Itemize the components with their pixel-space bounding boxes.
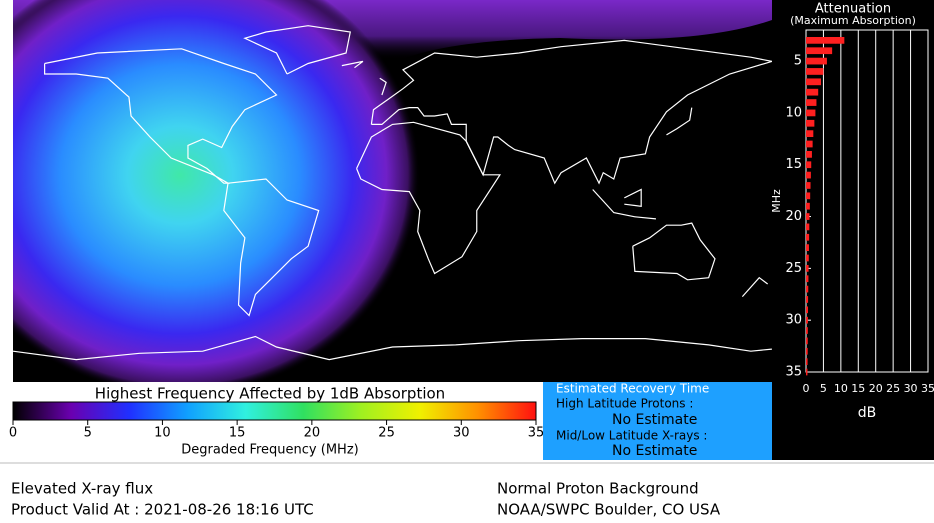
bar <box>806 306 809 314</box>
x-tick-label: 0 <box>803 382 810 395</box>
attenuation-panel <box>772 0 934 460</box>
bar <box>806 233 810 241</box>
bar <box>806 140 813 148</box>
x-tick-label: 30 <box>904 382 918 395</box>
coastline <box>666 107 693 136</box>
bar <box>806 150 812 158</box>
colorbar-tick-label: 25 <box>378 426 395 441</box>
colorbar-tick-label: 15 <box>229 426 246 441</box>
y-axis-label: MHz <box>770 189 783 213</box>
x-axis-label: dB <box>858 405 877 421</box>
recovery-high-value: No Estimate <box>612 412 697 428</box>
bar <box>806 78 821 86</box>
coastline <box>592 189 656 220</box>
y-tick-label: 20 <box>785 209 802 224</box>
bar <box>806 296 809 303</box>
recovery-low-value: No Estimate <box>612 443 697 459</box>
recovery-high-label: High Latitude Protons : <box>556 397 693 411</box>
x-tick-label: 15 <box>851 382 865 395</box>
bar <box>806 182 811 189</box>
colorbar-tick-label: 10 <box>154 426 171 441</box>
bar <box>806 119 815 127</box>
colorbar-tick-label: 35 <box>528 426 545 441</box>
bar <box>806 161 812 169</box>
footer-source: NOAA/SWPC Boulder, CO USA <box>497 501 721 519</box>
bar <box>806 57 827 65</box>
x-tick-label: 20 <box>869 382 883 395</box>
bar <box>806 254 809 262</box>
bar <box>806 316 808 324</box>
bar <box>806 202 810 210</box>
colorbar <box>12 401 537 421</box>
coastline <box>356 121 502 275</box>
colorbar-axis: 0 5 10 15 20 25 30 35 <box>9 420 544 441</box>
bar <box>806 68 824 75</box>
y-tick-label: 10 <box>785 105 802 120</box>
bar <box>806 337 808 345</box>
colorbar-title: Highest Frequency Affected by 1dB Absorp… <box>95 385 445 403</box>
coastline <box>243 25 351 75</box>
coastline <box>13 335 772 361</box>
coastline <box>379 77 387 96</box>
chart-subtitle: (Maximum Absorption) <box>790 14 916 27</box>
bar <box>806 171 811 179</box>
footer-status: Elevated X-ray flux <box>11 480 153 498</box>
bar <box>806 285 809 293</box>
bar <box>806 223 810 231</box>
bar <box>806 130 814 138</box>
x-tick-label: 35 <box>921 382 934 395</box>
bar <box>806 192 811 200</box>
bar <box>806 213 810 220</box>
chart-title: Attenuation <box>815 2 891 17</box>
coastline <box>44 48 278 184</box>
x-tick-label: 25 <box>886 382 900 395</box>
y-tick-label: 30 <box>785 313 802 328</box>
y-tick-label: 15 <box>785 157 802 172</box>
x-tick-label: 10 <box>834 382 848 395</box>
coastline <box>341 60 364 69</box>
bar <box>806 244 809 252</box>
attenuation-chart: Attenuation(Maximum Absorption)0 5 10 15 20 2… <box>770 2 934 422</box>
bar <box>806 264 809 272</box>
dayside-absorption <box>13 0 435 382</box>
bar <box>806 88 819 96</box>
bar <box>806 368 808 376</box>
y-tick-label: 5 <box>794 54 802 69</box>
footer-valid-time: Product Valid At : 2021-08-26 18:16 UTC <box>11 501 314 519</box>
footer-proton: Normal Proton Background <box>497 480 699 498</box>
recovery-box <box>543 382 772 460</box>
coastline <box>624 188 642 207</box>
bar <box>806 358 808 366</box>
bar <box>806 47 833 55</box>
bar <box>806 275 809 283</box>
y-tick-label: 25 <box>785 261 802 276</box>
bar <box>806 36 845 44</box>
coastlines <box>13 25 772 361</box>
x-tick-label: 5 <box>820 382 827 395</box>
bar <box>806 99 817 106</box>
bar <box>806 109 816 117</box>
coastline <box>632 222 716 281</box>
colorbar-tick-label: 30 <box>453 426 470 441</box>
recovery-low-label: Mid/Low Latitude X-rays : <box>556 429 707 443</box>
recovery-title: Estimated Recovery Time <box>556 382 709 396</box>
map <box>13 0 772 382</box>
bar <box>806 327 808 334</box>
bar <box>806 347 808 355</box>
colorbar-tick-label: 20 <box>304 426 321 441</box>
colorbar-tick-label: 0 <box>9 426 17 441</box>
colorbar-label: Degraded Frequency (MHz) <box>181 443 358 458</box>
colorbar-tick-label: 5 <box>84 426 92 441</box>
y-tick-label: 35 <box>785 365 802 380</box>
coastline <box>223 178 320 317</box>
coastline <box>370 39 772 185</box>
coastline <box>741 276 769 297</box>
